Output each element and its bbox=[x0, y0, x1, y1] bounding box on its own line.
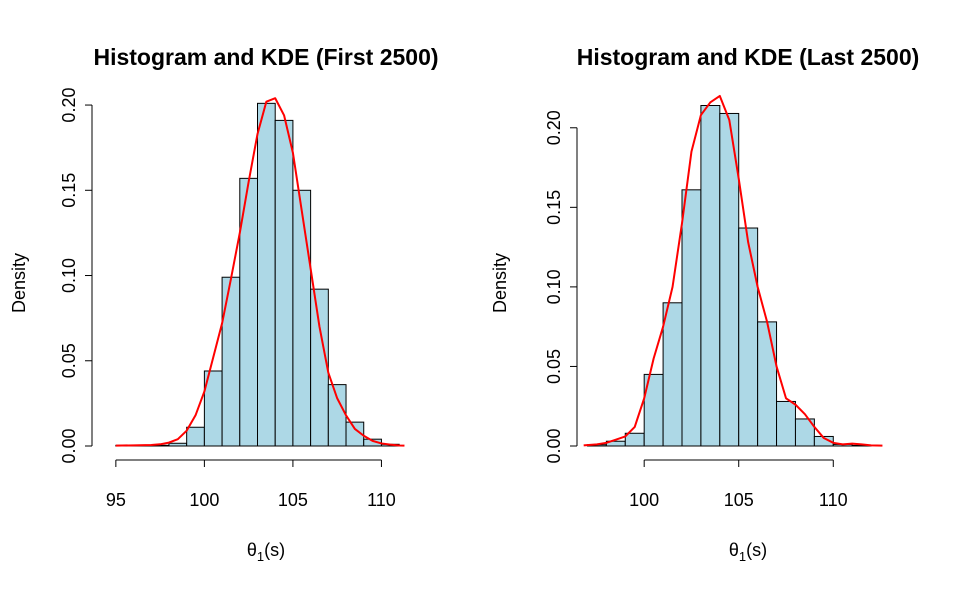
y-tick-label: 0.05 bbox=[59, 343, 79, 378]
x-tick-label: 95 bbox=[106, 490, 126, 510]
x-axis-label: θ1(s) bbox=[247, 540, 285, 564]
histogram-bar bbox=[327, 384, 347, 447]
x-tick-label: 100 bbox=[629, 490, 659, 510]
histogram-bar bbox=[168, 442, 188, 447]
y-tick-label: 0.10 bbox=[544, 269, 564, 304]
histogram-bar bbox=[681, 189, 702, 447]
panel-2: Histogram and KDE (Last 2500) 0.00 0.05 0.1… bbox=[490, 44, 919, 564]
x-tick-label: 110 bbox=[367, 490, 396, 510]
y-tick-label: 0.10 bbox=[59, 258, 79, 293]
histogram-bar bbox=[624, 432, 645, 447]
histogram-bar bbox=[794, 418, 815, 447]
y-tick-label: 0.00 bbox=[59, 428, 79, 463]
histogram-bar bbox=[310, 288, 329, 447]
y-tick-label: 0.05 bbox=[544, 349, 564, 384]
histogram-bar bbox=[186, 426, 205, 447]
x-tick-label: 100 bbox=[189, 490, 219, 510]
histogram-bar bbox=[345, 421, 365, 447]
histogram-bar bbox=[221, 276, 241, 447]
histogram-bar bbox=[813, 435, 834, 447]
y-tick-label: 0.00 bbox=[544, 428, 564, 463]
histogram-bar bbox=[700, 105, 721, 447]
kde-line bbox=[583, 94, 883, 447]
histogram-bar bbox=[662, 302, 683, 447]
x-axis-label: θ1(s) bbox=[729, 540, 767, 564]
x-tick-label: 105 bbox=[278, 490, 308, 510]
histogram-bar bbox=[757, 321, 778, 447]
histogram-bar bbox=[738, 227, 759, 447]
y-tick-label: 0.20 bbox=[59, 88, 79, 123]
y-tick-label: 0.15 bbox=[59, 173, 79, 208]
x-tick-label: 105 bbox=[724, 490, 754, 510]
histogram-bar bbox=[776, 400, 796, 447]
chart-title: Histogram and KDE (Last 2500) bbox=[577, 44, 920, 70]
y-axis-label: Density bbox=[9, 253, 29, 313]
y-tick-label: 0.20 bbox=[544, 110, 564, 145]
histogram-bar bbox=[257, 102, 276, 447]
kde-line bbox=[115, 97, 405, 447]
y-tick-label: 0.15 bbox=[544, 190, 564, 225]
x-tick-label: 110 bbox=[819, 490, 848, 510]
y-axis-label: Density bbox=[490, 253, 510, 313]
histogram-bar bbox=[274, 119, 294, 447]
histogram-bar bbox=[292, 189, 312, 447]
panel-1: Histogram and KDE (First 2500) 0.00 0.05 0.… bbox=[9, 44, 439, 564]
chart-title: Histogram and KDE (First 2500) bbox=[93, 44, 438, 70]
